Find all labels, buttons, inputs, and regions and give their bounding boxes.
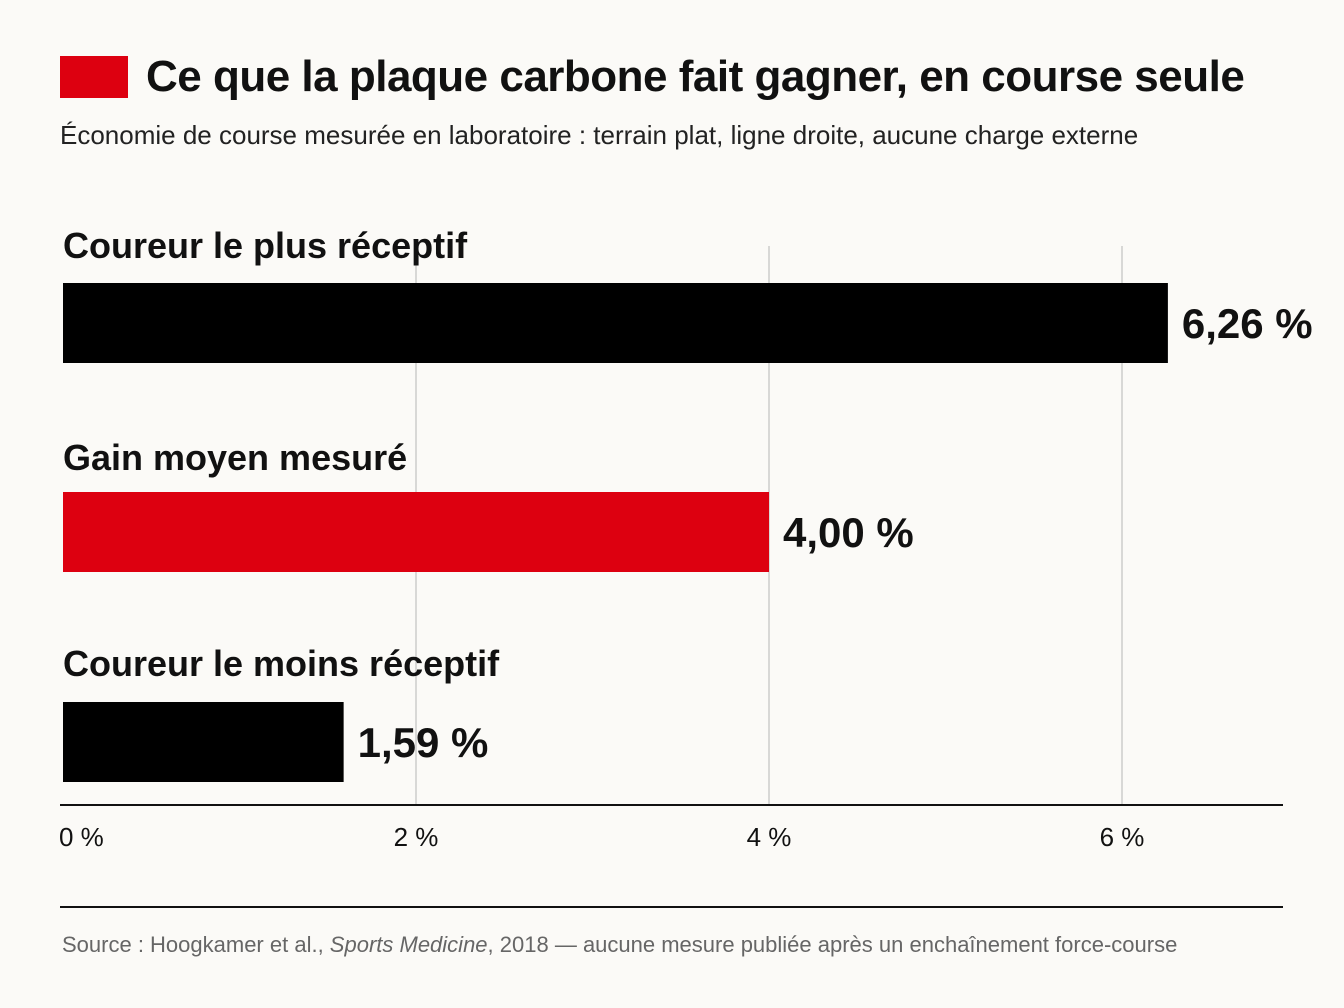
- category-label-1: Gain moyen mesuré: [63, 437, 407, 478]
- title-row: Ce que la plaque carbone fait gagner, en…: [60, 52, 1245, 102]
- category-label-2: Coureur le moins réceptif: [63, 643, 500, 684]
- x-tick-label-1: 2 %: [394, 822, 439, 852]
- bar-0: [63, 283, 1168, 363]
- value-label-0: 6,26 %: [1182, 300, 1313, 347]
- x-tick-label-3: 6 %: [1100, 822, 1145, 852]
- value-label-2: 1,59 %: [358, 719, 489, 766]
- category-label-0: Coureur le plus réceptif: [63, 225, 468, 266]
- source-journal: Sports Medicine: [329, 932, 488, 957]
- chart-subtitle: Économie de course mesurée en laboratoir…: [60, 120, 1139, 150]
- bar-2: [63, 702, 344, 782]
- source-suffix: , 2018 — aucune mesure publiée après un …: [487, 932, 1178, 957]
- bar-1: [63, 492, 769, 572]
- title-accent-block: [60, 56, 128, 98]
- source-prefix: Source : Hoogkamer et al.,: [62, 932, 330, 957]
- chart-title: Ce que la plaque carbone fait gagner, en…: [146, 52, 1245, 101]
- value-label-1: 4,00 %: [783, 509, 914, 556]
- source-note: Source : Hoogkamer et al., Sports Medici…: [62, 932, 1177, 958]
- x-tick-label-0: 0 %: [59, 822, 104, 852]
- x-tick-label-2: 4 %: [747, 822, 792, 852]
